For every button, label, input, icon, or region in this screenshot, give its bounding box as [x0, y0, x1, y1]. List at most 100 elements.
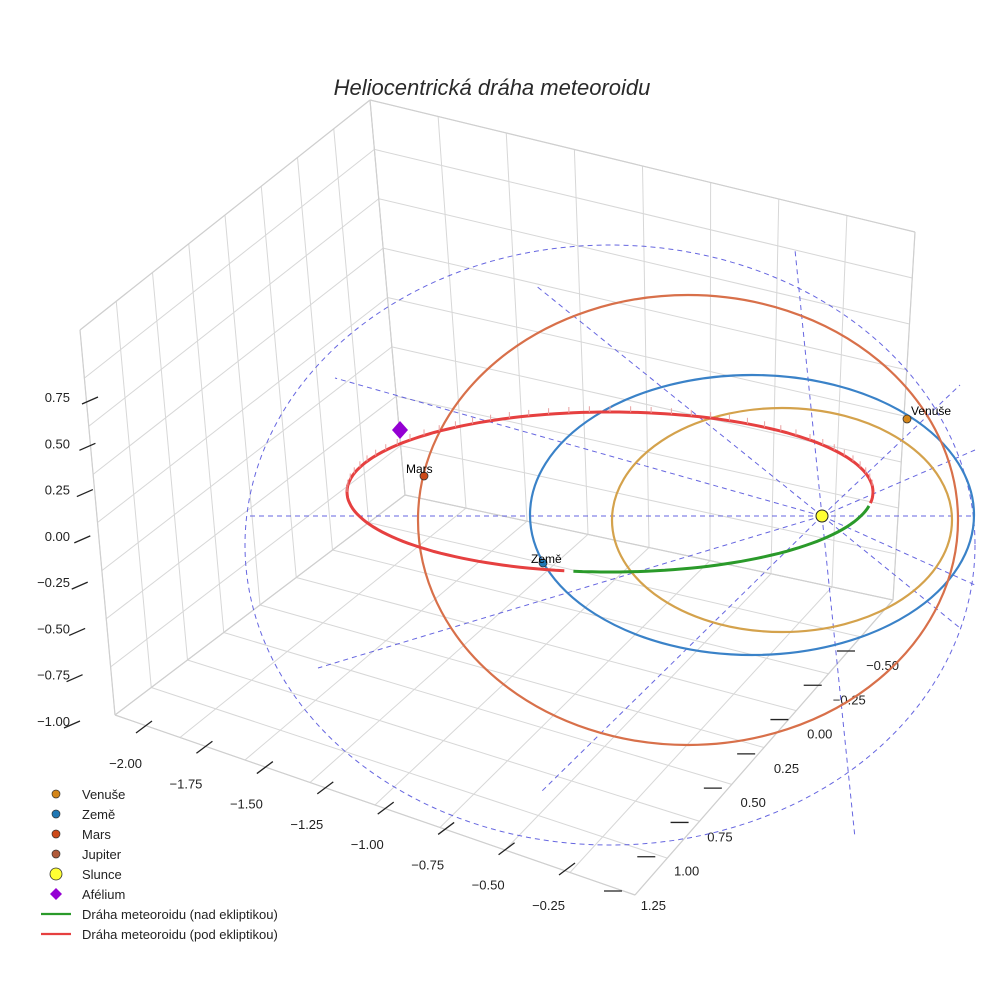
ecliptic-spoke — [539, 515, 823, 794]
legend-label: Venuše — [82, 787, 125, 802]
body-markers: Venuše Země Mars — [392, 404, 951, 568]
y-tick-label: 0.50 — [741, 795, 766, 810]
legend-marker — [50, 888, 62, 900]
x-tick — [316, 781, 334, 795]
z-tick — [71, 581, 88, 590]
grid-line — [504, 573, 772, 851]
x-tick — [558, 862, 576, 876]
x-tick — [135, 720, 153, 734]
z-tick — [68, 627, 86, 637]
z-tick-label: 0.25 — [45, 483, 70, 498]
ecliptic-spoke — [821, 515, 856, 839]
grid-line — [297, 157, 333, 551]
grid-line — [296, 577, 797, 712]
legend-marker — [51, 829, 61, 839]
grid-line — [569, 586, 833, 873]
grid-line — [400, 445, 896, 555]
grid-line — [105, 395, 397, 620]
x-tick — [498, 842, 515, 856]
x-tick-label: −1.75 — [170, 776, 203, 791]
grid-line — [709, 182, 712, 561]
pane-edge — [114, 494, 406, 716]
grid-line — [110, 445, 401, 668]
x-tick-label: −0.50 — [472, 878, 505, 893]
orbit-Mars — [416, 293, 960, 747]
grid-line — [831, 215, 848, 587]
grid-line — [368, 522, 861, 638]
planet-marker-Mars — [419, 471, 429, 481]
grid-line — [439, 560, 711, 828]
x-tick-label: −0.75 — [411, 857, 444, 872]
legend-label: Dráha meteoroidu (nad ekliptikou) — [82, 907, 278, 922]
pane-edge — [79, 99, 371, 331]
planet-orbits — [416, 293, 976, 747]
z-tick-label: −1.00 — [37, 714, 70, 729]
grid-line — [260, 186, 297, 578]
z-tick-label: −0.25 — [37, 575, 70, 590]
grid-line — [642, 165, 650, 548]
planet-marker-Země — [538, 558, 548, 568]
pane-edge — [79, 329, 116, 716]
ecliptic-spoke — [821, 515, 961, 629]
z-tick — [76, 488, 94, 498]
y-tick-label: 0.25 — [774, 761, 799, 776]
ecliptic-spoke — [334, 377, 823, 517]
legend-label: Země — [82, 807, 115, 822]
chart-title: Heliocentrická dráha meteoroidu — [334, 75, 651, 100]
grid-line — [770, 198, 780, 574]
planet-marker-Venuše — [902, 414, 912, 424]
x-tick-label: −1.25 — [290, 817, 323, 832]
ecliptic-spoke — [534, 284, 823, 517]
x-tick-label: −1.50 — [230, 797, 263, 812]
y-tick-label: 1.25 — [641, 898, 666, 913]
orbit-Země — [528, 373, 976, 657]
y-tick-label: 0.00 — [807, 727, 832, 742]
z-tick — [79, 442, 96, 451]
meteoroid-orbit — [345, 406, 875, 574]
legend: Venuše Země Mars Jupiter Slunce Afélium Dráha … — [41, 787, 278, 942]
legend-marker — [51, 789, 61, 799]
meteoroid-orbit-above — [573, 505, 871, 574]
ecliptic-reference-lines — [244, 244, 976, 846]
sun-marker — [815, 509, 829, 523]
x-tick-label: −1.00 — [351, 837, 384, 852]
z-tick-label: 0.00 — [45, 529, 70, 544]
z-tick-label: 0.75 — [45, 390, 70, 405]
legend-marker — [49, 867, 63, 881]
ecliptic-spoke — [821, 384, 961, 517]
legend-label: Slunce — [82, 867, 122, 882]
planet-label: Venuše — [911, 404, 951, 418]
pane-edge — [404, 494, 894, 601]
planet-label: Mars — [406, 462, 433, 476]
legend-label: Dráha meteoroidu (pod ekliptikou) — [82, 927, 278, 942]
ecliptic-spoke — [794, 249, 823, 517]
y-tick-label: 1.00 — [674, 864, 699, 879]
z-tick — [66, 674, 83, 683]
legend-marker — [51, 809, 61, 819]
x-tick — [256, 761, 274, 775]
legend-label: Afélium — [82, 887, 125, 902]
x-tick-label: −2.00 — [109, 756, 142, 771]
planet-label: Země — [531, 552, 562, 566]
z-tick — [81, 396, 99, 405]
ecliptic-spoke — [317, 515, 823, 669]
legend-marker — [51, 849, 61, 859]
meteoroid-orbit-below — [345, 410, 875, 573]
legend-label: Jupiter — [82, 847, 122, 862]
x-tick — [437, 821, 455, 835]
x-tick — [377, 801, 395, 815]
grid-line — [101, 346, 393, 572]
y-tick-label: 0.75 — [707, 829, 732, 844]
x-tick-label: −0.25 — [532, 898, 565, 913]
grid-line — [332, 549, 829, 675]
legend-label: Mars — [82, 827, 111, 842]
z-tick — [63, 720, 81, 729]
ecliptic-reference-circle — [244, 244, 976, 846]
grid-line — [224, 214, 261, 606]
z-tick-label: 0.50 — [45, 436, 70, 451]
orbit-Venuše — [610, 406, 954, 634]
aphelion-marker — [392, 421, 408, 439]
z-tick — [74, 535, 91, 544]
x-tick — [196, 740, 213, 754]
